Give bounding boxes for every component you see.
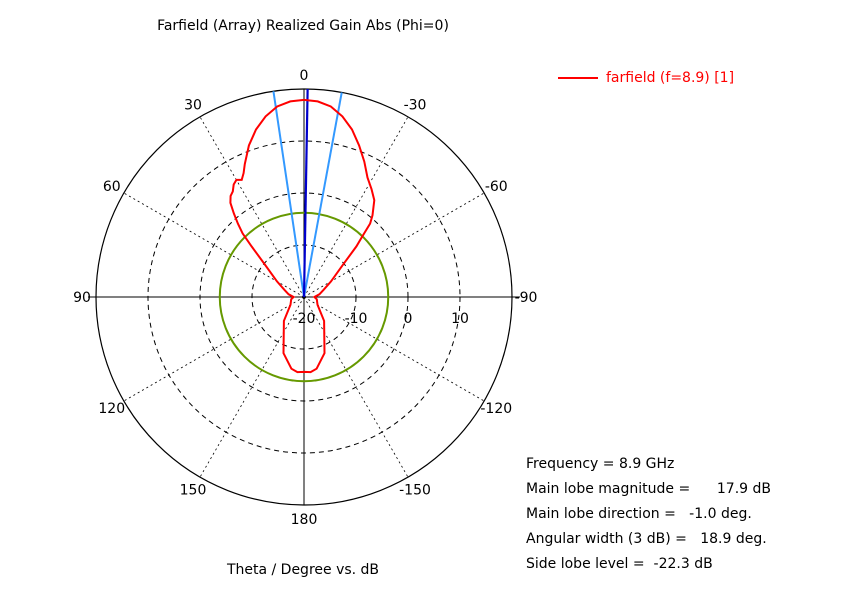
- side-lobe-circle: [218, 211, 390, 383]
- info-angular-width: Angular width (3 dB) = 18.9 deg.: [526, 531, 767, 547]
- angle-tick-label: 120: [98, 401, 125, 417]
- angle-tick-label: 150: [180, 482, 207, 498]
- info-main-lobe-magnitude: Main lobe magnitude = 17.9 dB: [526, 481, 772, 497]
- beamwidth-line: [272, 91, 305, 298]
- radial-tick-label: -20: [293, 311, 316, 327]
- info-side-lobe-level: Side lobe level = -22.3 dB: [526, 556, 713, 572]
- angle-tick-label: 0: [300, 68, 309, 84]
- legend-label: farfield (f=8.9) [1]: [606, 70, 735, 86]
- legend: farfield (f=8.9) [1]: [558, 70, 734, 86]
- angle-tick-label: -120: [480, 401, 512, 417]
- radial-tick-label: -10: [345, 311, 368, 327]
- angle-tick-label: 60: [103, 179, 121, 195]
- legend-line-swatch: [558, 77, 598, 79]
- angle-tick-label: -30: [404, 98, 427, 114]
- angle-tick-label: 90: [73, 290, 91, 306]
- radial-tick-label: 10: [451, 311, 469, 327]
- polar-tick-labels: 0 30 60 90 120 150 180 -150 -120 -90 -60 -30 -20 -10 0…: [73, 68, 537, 528]
- angle-tick-label: 180: [291, 512, 318, 528]
- angle-tick-label: -60: [485, 179, 508, 195]
- main-lobe-line: [302, 89, 309, 298]
- info-frequency: Frequency = 8.9 GHz: [526, 456, 675, 472]
- side-lobe-circle: [218, 211, 390, 383]
- angle-tick-label: -150: [399, 482, 431, 498]
- angle-tick-label: 30: [184, 98, 202, 114]
- gain-series-line: [229, 98, 376, 374]
- info-main-lobe-direction: Main lobe direction = -1.0 deg.: [526, 506, 752, 522]
- gain-curve: [229, 98, 376, 374]
- chart-title: Farfield (Array) Realized Gain Abs (Phi=…: [157, 18, 449, 34]
- beamwidth-line: [303, 92, 343, 298]
- info-panel: Frequency = 8.9 GHz Main lobe magnitude …: [526, 452, 771, 577]
- radial-tick-label: 0: [404, 311, 413, 327]
- beam-lines: [272, 89, 343, 298]
- x-axis-label: Theta / Degree vs. dB: [226, 562, 380, 578]
- angle-tick-label: -90: [515, 290, 538, 306]
